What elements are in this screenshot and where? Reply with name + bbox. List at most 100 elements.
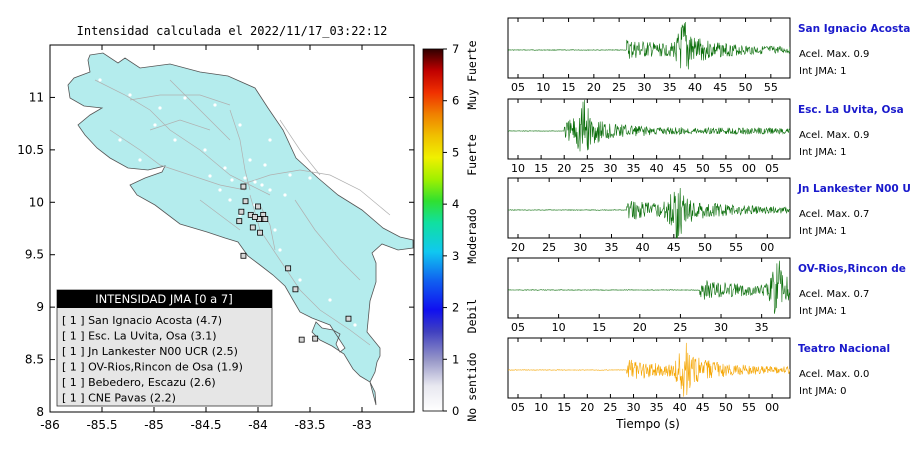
waveform-panels: 05 10 15 20 25 30 35 40 45 50 55 San Ignacio Acosta… bbox=[507, 17, 910, 414]
panel-tick-label: 25 bbox=[612, 81, 626, 94]
panel-int-jma: Int JMA: 1 bbox=[799, 226, 847, 237]
legend-item: [ 1 ] Jn Lankester N00 UCR (2.5) bbox=[62, 345, 238, 358]
town-dot bbox=[353, 323, 357, 327]
panel-acel-max: Acel. Max. 0.9 bbox=[799, 130, 869, 141]
town-dot bbox=[278, 248, 282, 252]
colorbar-category-label: Moderado bbox=[465, 208, 479, 263]
waveform-trace bbox=[508, 21, 790, 70]
panel-tick-label: 35 bbox=[755, 321, 769, 334]
station-marker bbox=[285, 265, 292, 272]
panel-tick-label: 15 bbox=[592, 321, 606, 334]
station-marker bbox=[255, 203, 261, 210]
panel-acel-max: Acel. Max. 0.0 bbox=[799, 369, 869, 380]
panel-station-name: Esc. La Uvita, Osa bbox=[798, 104, 904, 116]
town-dot bbox=[268, 138, 272, 142]
waveform-trace bbox=[508, 187, 790, 238]
town-dot bbox=[238, 123, 242, 127]
panel-tick-label: 25 bbox=[673, 321, 687, 334]
towns-layer bbox=[98, 78, 397, 327]
town-dot bbox=[293, 148, 297, 152]
station-marker bbox=[257, 229, 263, 236]
town-dot bbox=[218, 188, 222, 192]
panel-tick-label: 20 bbox=[633, 321, 647, 334]
panel-tick-label: 55 bbox=[742, 401, 756, 414]
panel-acel-max: Acel. Max. 0.7 bbox=[799, 289, 869, 300]
panel-tick-label: 55 bbox=[729, 241, 743, 254]
town-dot bbox=[173, 138, 177, 142]
waveform-trace bbox=[508, 99, 790, 152]
legend-box bbox=[56, 289, 273, 407]
panel-tick-label: 40 bbox=[636, 241, 650, 254]
panel-tick-label: 05 bbox=[511, 321, 525, 334]
colorbar-tick-label: 7 bbox=[452, 42, 459, 56]
station-marker bbox=[262, 216, 269, 222]
panel-tick-label: 10 bbox=[536, 81, 550, 94]
town-dot bbox=[348, 190, 352, 194]
panel-acel-max: Acel. Max. 0.9 bbox=[799, 49, 869, 60]
colorbar-tick-label: 5 bbox=[452, 145, 459, 159]
panel-tick-label: 35 bbox=[627, 162, 641, 175]
map-x-axis: -86 -85.5 -85 -84.5 -84 -83.5 -83 bbox=[40, 45, 372, 432]
station-marker bbox=[345, 315, 352, 322]
town-dot bbox=[263, 163, 267, 167]
panel-tick-label: 50 bbox=[696, 162, 710, 175]
station-marker bbox=[236, 218, 243, 225]
panel-tick-label: 20 bbox=[580, 401, 594, 414]
town-dot bbox=[370, 210, 374, 214]
station-marker bbox=[312, 335, 319, 342]
town-dot bbox=[243, 176, 247, 180]
costa-rica-land bbox=[67, 52, 414, 406]
town-dot bbox=[158, 106, 162, 110]
panel-tick-label: 10 bbox=[552, 321, 566, 334]
panel-tick-label: 15 bbox=[534, 162, 548, 175]
panel-tick-label: 30 bbox=[714, 321, 728, 334]
colorbar-tick-label: 1 bbox=[452, 352, 459, 366]
town-dot bbox=[298, 278, 302, 282]
legend-item: [ 1 ] Bebedero, Escazu (2.6) bbox=[62, 376, 216, 389]
colorbar-category-label: No sentido bbox=[465, 352, 479, 421]
panel-int-jma: Int JMA: 0 bbox=[799, 386, 847, 397]
panel-tick-label: 45 bbox=[673, 162, 687, 175]
town-dot bbox=[98, 78, 102, 82]
panel-int-jma: Int JMA: 1 bbox=[799, 306, 847, 317]
map-frame bbox=[49, 44, 415, 413]
panel-tick-label: 15 bbox=[557, 401, 571, 414]
colorbar-category-label: Fuerte bbox=[465, 134, 479, 176]
map-x-tick-label: -85.5 bbox=[86, 418, 117, 432]
panel-int-jma: Int JMA: 1 bbox=[799, 147, 847, 158]
town-dot bbox=[213, 103, 217, 107]
town-dot bbox=[253, 180, 257, 184]
colorbar-tick-label: 0 bbox=[452, 404, 459, 418]
panel-station-name: OV-Rios,Rincon de Osa bbox=[798, 263, 910, 275]
station-marker bbox=[240, 252, 247, 259]
map-y-tick-label: 8.5 bbox=[25, 353, 44, 367]
panel-tick-label: 20 bbox=[511, 241, 525, 254]
panel-tick-label: 30 bbox=[637, 81, 651, 94]
station-markers bbox=[236, 183, 352, 343]
panel-tick-label: 30 bbox=[627, 401, 641, 414]
map-x-tick-label: -85 bbox=[144, 418, 164, 432]
panel-tick-label: 20 bbox=[557, 162, 571, 175]
town-dot bbox=[153, 123, 157, 127]
panel-tick-label: 00 bbox=[760, 241, 774, 254]
panel-int-jma: Int JMA: 1 bbox=[799, 66, 847, 77]
station-marker bbox=[298, 336, 305, 343]
colorbar-category-label: Debil bbox=[465, 299, 479, 334]
panel-tick-label: 30 bbox=[573, 241, 587, 254]
town-dot bbox=[228, 198, 232, 202]
panel-station-name: Teatro Nacional bbox=[798, 343, 890, 355]
panel-tick-label: 45 bbox=[713, 81, 727, 94]
panel-tick-label: 50 bbox=[698, 241, 712, 254]
colorbar-tick-label: 2 bbox=[452, 301, 459, 315]
panel-station-name: Jn Lankester N00 UCR bbox=[797, 183, 910, 195]
panel-frame bbox=[507, 98, 791, 160]
waveform-panel: 10 15 20 25 30 35 40 45 50 55 00 05 Esc. La Uvita, O… bbox=[507, 98, 904, 175]
panel-tick-label: 55 bbox=[719, 162, 733, 175]
map-x-tick-label: -83 bbox=[352, 418, 372, 432]
panel-tick-label: 05 bbox=[765, 162, 779, 175]
town-dot bbox=[288, 173, 292, 177]
panel-tick-label: 50 bbox=[739, 81, 753, 94]
town-dot bbox=[328, 298, 332, 302]
station-marker bbox=[292, 286, 299, 293]
